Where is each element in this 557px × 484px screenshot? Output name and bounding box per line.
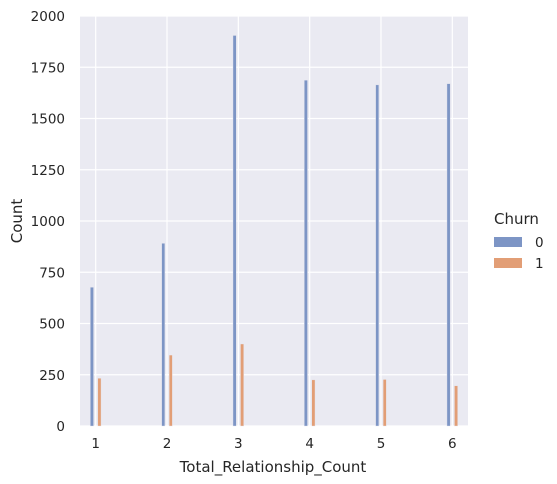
legend: Churn 0 1 <box>494 210 544 272</box>
x-axis-label: Total_Relationship_Count <box>179 458 367 477</box>
bar-churn-0-4 <box>304 79 308 427</box>
y-tick-label: 750 <box>39 265 65 281</box>
bars <box>90 35 458 427</box>
legend-swatch-1 <box>494 258 522 268</box>
bar-churn-1-1 <box>97 378 102 427</box>
x-tick-label: 1 <box>91 436 100 452</box>
legend-label-1: 1 <box>535 256 544 272</box>
bar-churn-0-6 <box>446 83 451 427</box>
bar-churn-0-5 <box>375 84 380 427</box>
y-tick-label: 1250 <box>31 163 65 179</box>
x-tick-label: 2 <box>163 436 172 452</box>
bar-churn-0-2 <box>161 243 166 427</box>
y-tick-label: 2000 <box>31 9 65 25</box>
y-tick-label: 1000 <box>31 214 65 230</box>
legend-swatch-0 <box>494 237 522 247</box>
bar-churn-1-3 <box>240 343 244 427</box>
y-axis-label: Count <box>8 199 26 244</box>
bar-churn-1-4 <box>311 379 316 427</box>
bar-churn-1-6 <box>454 385 458 427</box>
x-tick-label: 6 <box>448 436 457 452</box>
bar-churn-0-3 <box>232 35 237 427</box>
grid-lines <box>80 15 468 427</box>
x-axis-ticks: 1 2 3 4 5 6 <box>91 436 456 452</box>
y-tick-label: 500 <box>39 317 65 333</box>
y-tick-label: 1750 <box>31 60 65 76</box>
bar-churn-1-2 <box>168 354 173 427</box>
bar-churn-0-1 <box>90 287 94 427</box>
legend-label-0: 0 <box>535 235 544 251</box>
y-tick-label: 0 <box>56 419 65 435</box>
x-tick-label: 3 <box>234 436 243 452</box>
y-tick-label: 1500 <box>31 112 65 128</box>
x-tick-label: 4 <box>305 436 314 452</box>
legend-title: Churn <box>494 210 539 228</box>
x-tick-label: 5 <box>377 436 386 452</box>
y-axis-ticks: 0 250 500 750 1000 1250 1500 1750 2000 <box>31 9 65 435</box>
y-tick-label: 250 <box>39 368 65 384</box>
bar-churn-1-5 <box>382 379 387 427</box>
